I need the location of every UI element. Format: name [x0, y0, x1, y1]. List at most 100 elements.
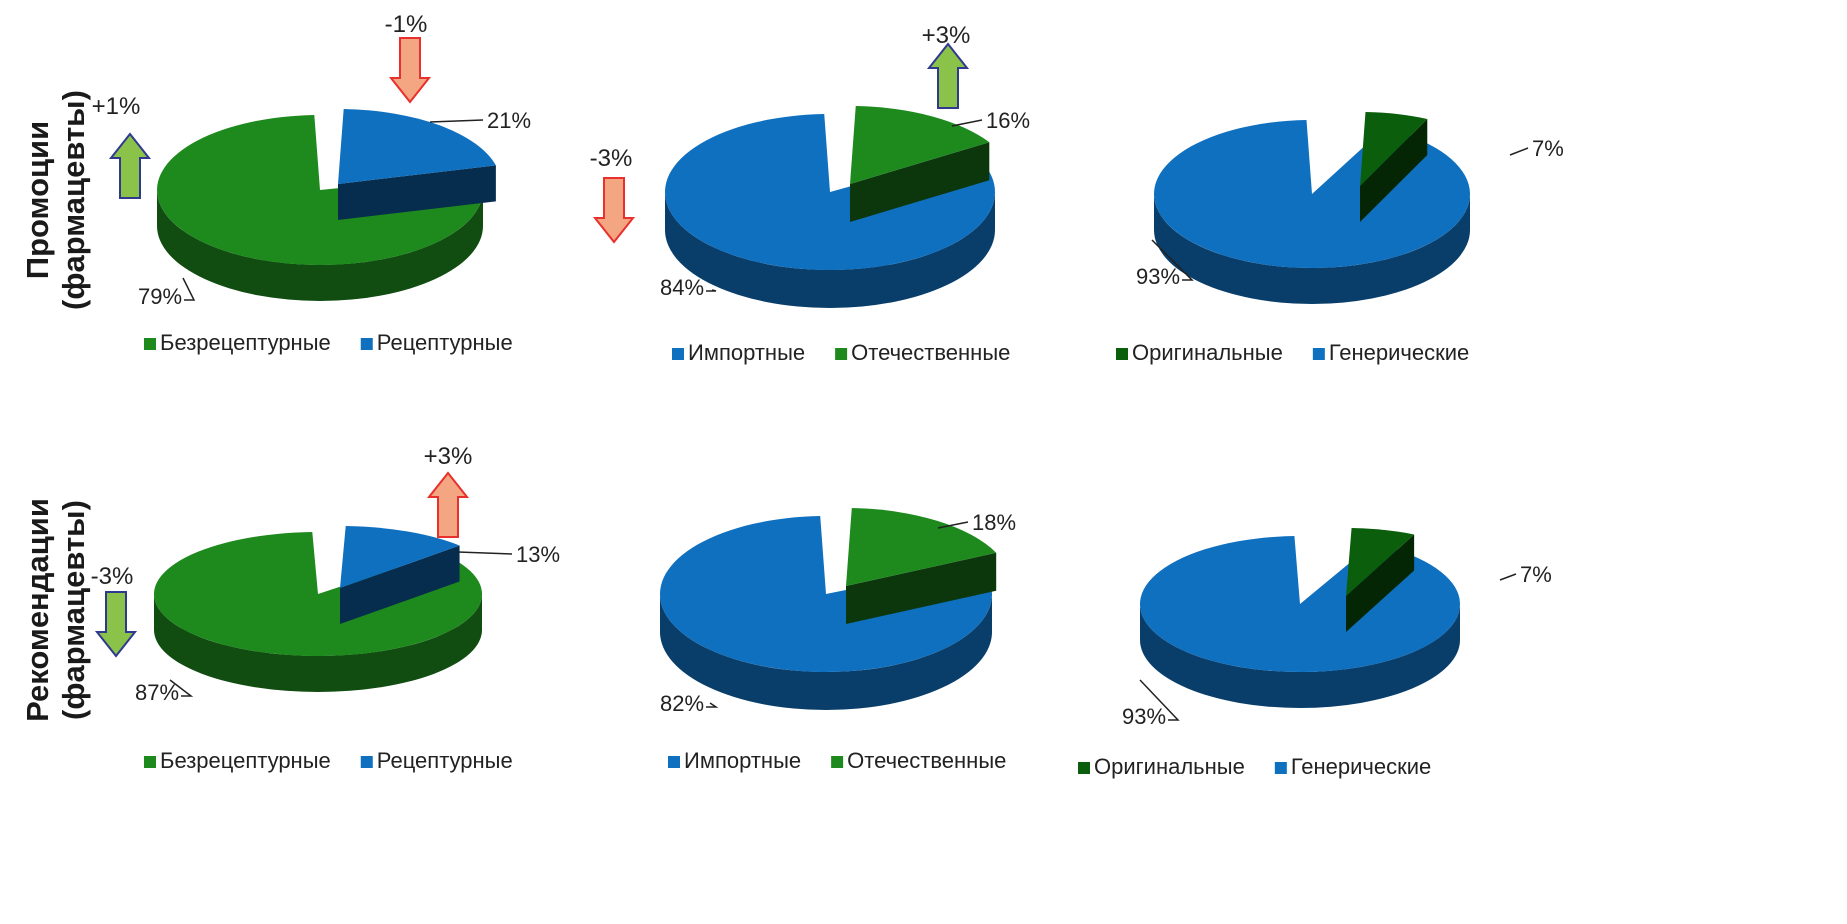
pie-slice-minor	[1360, 112, 1428, 222]
pie-slice-side	[157, 190, 483, 301]
leader-line	[429, 119, 484, 123]
pie-slice-major	[665, 114, 995, 308]
change-label: -3%	[590, 145, 633, 172]
pie-slice-side	[1140, 604, 1460, 708]
change-indicator-up: +3%	[922, 22, 971, 109]
pie-slice-major	[154, 532, 483, 692]
data-label: 82%	[660, 691, 704, 716]
legend-entry: Отечественные	[847, 748, 1006, 773]
pie-slice-top	[340, 526, 460, 588]
pie-slice-minor	[1346, 528, 1415, 632]
change-label: +3%	[922, 22, 971, 49]
pie-slice-cut	[1346, 534, 1415, 632]
legend-entry: Отечественные	[851, 340, 1010, 365]
pie-slice-top	[338, 109, 496, 184]
pie-slice-minor	[338, 109, 496, 220]
leader-line	[169, 679, 194, 697]
legend-entry: Импортные	[684, 748, 801, 773]
change-indicator-up: +3%	[424, 443, 473, 538]
change-indicator-down: -1%	[385, 11, 432, 104]
pie-slice-side	[1154, 194, 1470, 304]
data-label: 87%	[135, 680, 179, 705]
data-label: 93%	[1136, 264, 1180, 289]
legend-swatch	[144, 756, 156, 768]
legend-swatch	[831, 756, 844, 768]
pie-chart-3: 87% 13% Безрецептурные Рецептурные -3% +3%	[91, 443, 560, 773]
pie-chart-1: 84% 16% Импортные Отечественные -3% +3%	[590, 22, 1030, 365]
arrow-up-icon	[426, 471, 470, 538]
data-label: 13%	[516, 542, 560, 567]
legend-entry: Безрецептурные	[160, 330, 331, 355]
pie-slice-side	[665, 192, 995, 308]
change-label: +1%	[92, 93, 141, 120]
leader-line	[1151, 239, 1194, 281]
data-label: 79%	[138, 284, 182, 309]
pie-slice-cut	[338, 165, 496, 220]
pie-slice-cut	[1360, 119, 1428, 222]
pie-slice-major	[659, 516, 992, 710]
legend-swatch	[1078, 762, 1090, 774]
leader-line	[937, 521, 969, 529]
pie-slice-top	[846, 508, 997, 586]
pie-slice-side	[154, 594, 482, 692]
legend-swatch	[672, 348, 684, 360]
pie-slice-minor	[846, 508, 997, 624]
leader-line	[951, 119, 983, 127]
legend-swatch	[1116, 348, 1128, 360]
data-label: 21%	[487, 108, 531, 133]
legend-entry: Рецептурные	[377, 330, 513, 355]
pie-slice-cut	[340, 545, 460, 624]
change-label: -1%	[385, 11, 428, 38]
pie-slice-cut	[850, 142, 990, 222]
change-indicator-down: -3%	[91, 563, 138, 658]
legend-entry: Безрецептурные	[160, 748, 331, 773]
pie-slice-top	[1346, 528, 1415, 596]
legend-entry: Рецептурные	[377, 748, 513, 773]
pie-chart-2: 93% 7% Оригинальные Генерические	[1116, 112, 1564, 365]
data-label: 84%	[660, 275, 704, 300]
leader-line	[706, 289, 717, 292]
leader-line	[457, 551, 513, 555]
legend: Оригинальные Генерические	[1116, 340, 1469, 365]
change-label: +3%	[424, 443, 473, 470]
change-label: -3%	[91, 563, 134, 590]
leader-line	[1139, 679, 1180, 721]
leader-line	[706, 702, 719, 708]
legend-swatch	[1274, 762, 1287, 774]
legend-swatch	[144, 338, 156, 350]
legend: Импортные Отечественные	[672, 340, 1010, 365]
change-indicator-up: +1%	[92, 93, 152, 199]
leader-line	[1509, 147, 1529, 156]
legend-swatch	[1312, 348, 1325, 360]
change-indicator-down: -3%	[590, 145, 636, 244]
pie-slice-top	[659, 516, 992, 672]
pie-slice-major	[156, 115, 484, 301]
data-label: 18%	[972, 510, 1016, 535]
arrow-down-icon	[592, 177, 636, 244]
legend-swatch	[668, 756, 680, 768]
data-label: 7%	[1532, 136, 1564, 161]
arrow-up-icon	[926, 42, 970, 109]
pie-slice-top	[156, 115, 484, 265]
data-label: 7%	[1520, 562, 1552, 587]
pie-slice-minor	[340, 526, 460, 624]
legend-entry: Оригинальные	[1094, 754, 1245, 779]
data-label: 93%	[1122, 704, 1166, 729]
legend-entry: Оригинальные	[1132, 340, 1283, 365]
pie-chart-4: 82% 18% Импортные Отечественные	[659, 508, 1016, 773]
legend-swatch	[835, 348, 848, 360]
pie-slice-cut	[846, 552, 997, 624]
leader-line	[182, 277, 196, 301]
pie-slice-side	[660, 594, 992, 710]
pie-chart-0: 79% 21% Безрецептурные Рецептурные +1% -1%	[92, 11, 531, 355]
arrow-down-icon	[94, 591, 138, 658]
legend-swatch	[360, 756, 373, 768]
legend-swatch	[360, 338, 373, 350]
pie-slice-top	[1360, 112, 1428, 186]
legend: Безрецептурные Рецептурные	[144, 748, 513, 773]
legend-entry: Генерические	[1329, 340, 1469, 365]
legend-entry: Импортные	[688, 340, 805, 365]
arrow-down-icon	[388, 37, 432, 104]
